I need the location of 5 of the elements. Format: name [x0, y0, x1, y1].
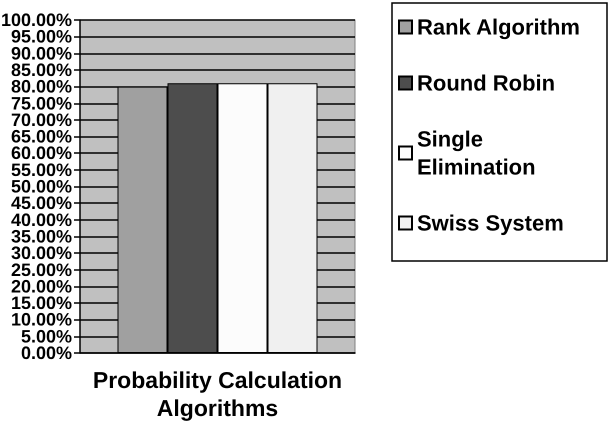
legend-label: Swiss System [417, 210, 564, 236]
legend-label: Rank Algorithm [417, 14, 580, 40]
x-axis-title: Probability Calculation Algorithms [92, 366, 344, 422]
legend-label: Round Robin [417, 70, 556, 96]
legend-label: Single Elimination [417, 126, 536, 180]
